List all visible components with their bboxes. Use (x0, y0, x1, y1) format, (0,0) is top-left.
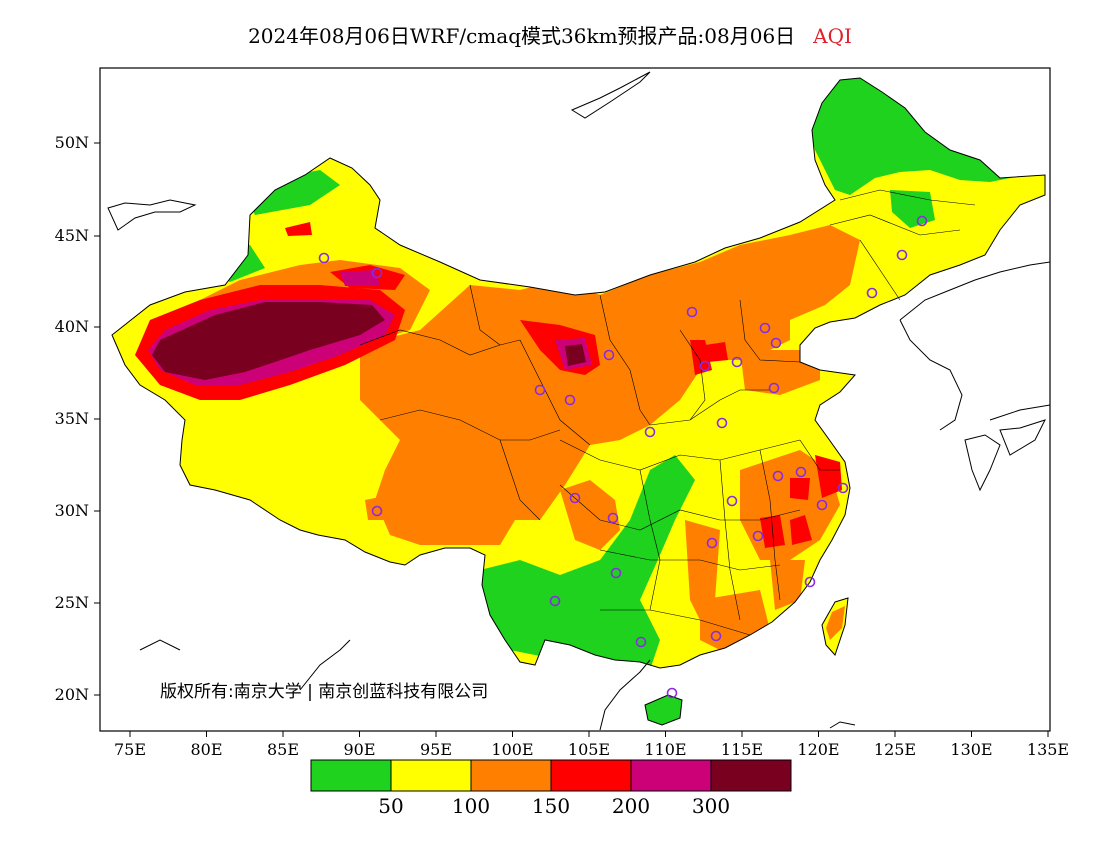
station-marker (726, 495, 738, 507)
station-marker (699, 360, 711, 372)
station-marker (635, 636, 647, 648)
colorbar-tick-label: 100 (452, 794, 490, 818)
colorbar-swatch (390, 759, 472, 792)
lon-label: 130E (950, 740, 992, 759)
colorbar-swatch (550, 759, 632, 792)
station-marker (770, 337, 782, 349)
province-boundaries (359, 189, 976, 636)
station-marker (866, 287, 878, 299)
station-marker (716, 417, 728, 429)
colorbar-tick-label: 150 (532, 794, 570, 818)
map-title: 2024年08月06日WRF/cmaq模式36km预报产品:08月06日 AQI (0, 20, 1100, 49)
station-marker (666, 687, 678, 699)
title-variable: AQI (813, 24, 852, 48)
station-marker (816, 499, 828, 511)
station-marker (731, 356, 743, 368)
station-markers (318, 215, 928, 699)
taiwan-orange (826, 606, 845, 640)
station-marker (318, 252, 330, 264)
lat-label: 35N (55, 409, 89, 428)
colorbar-swatch (710, 759, 792, 792)
lon-label: 80E (190, 740, 222, 759)
lat-label: 30N (55, 501, 89, 520)
neighbor-outlines (107, 71, 1050, 731)
lat-label: 20N (55, 685, 89, 704)
colorbar-swatch (470, 759, 552, 792)
station-marker (549, 595, 561, 607)
colorbar-swatch (630, 759, 712, 792)
lon-label: 120E (797, 740, 839, 759)
station-marker (916, 215, 928, 227)
title-main: 2024年08月06日WRF/cmaq模式36km预报产品:08月06日 (248, 24, 796, 48)
station-marker (772, 470, 784, 482)
station-marker (686, 306, 698, 318)
lat-label: 50N (55, 133, 89, 152)
aqi-colorbar: 50 100 150 200 300 (310, 759, 792, 818)
plot-frame (99, 67, 1051, 732)
lon-label: 100E (491, 740, 533, 759)
station-marker (759, 322, 771, 334)
lat-label: 45N (55, 226, 89, 245)
lon-label: 115E (721, 740, 763, 759)
lon-label: 90E (343, 740, 375, 759)
longitude-axis: 75E 80E 85E 90E 95E 100E 105E 110E 115E 120E 125E 1… (114, 731, 1069, 759)
lon-label: 95E (420, 740, 452, 759)
copyright-text: 版权所有:南京大学 | 南京创蓝科技有限公司 (160, 682, 488, 702)
station-marker (607, 512, 619, 524)
station-marker (371, 267, 383, 279)
lon-label: 75E (114, 740, 146, 759)
lon-label: 85E (267, 740, 299, 759)
station-marker (837, 482, 849, 494)
station-marker (896, 249, 908, 261)
station-marker (706, 537, 718, 549)
station-marker (603, 349, 615, 361)
colorbar-tick-label: 300 (692, 794, 730, 818)
station-marker (610, 567, 622, 579)
lon-label: 125E (874, 740, 916, 759)
station-marker (752, 530, 764, 542)
station-marker (569, 492, 581, 504)
lat-label: 25N (55, 593, 89, 612)
station-marker (710, 630, 722, 642)
latitude-axis: 50N 45N 40N 35N 30N 25N 20N (55, 133, 100, 704)
station-marker (371, 505, 383, 517)
station-marker (795, 466, 807, 478)
colorbar-tick-label: 50 (378, 794, 403, 818)
station-marker (534, 384, 546, 396)
station-marker (804, 576, 816, 588)
colorbar-tick-label: 200 (612, 794, 650, 818)
lat-label: 40N (55, 317, 89, 336)
station-marker (644, 426, 656, 438)
colorbar-swatch (310, 759, 392, 792)
lon-label: 110E (644, 740, 686, 759)
station-marker (564, 394, 576, 406)
lon-label: 105E (568, 740, 610, 759)
lon-label: 135E (1027, 740, 1069, 759)
station-marker (768, 382, 780, 394)
